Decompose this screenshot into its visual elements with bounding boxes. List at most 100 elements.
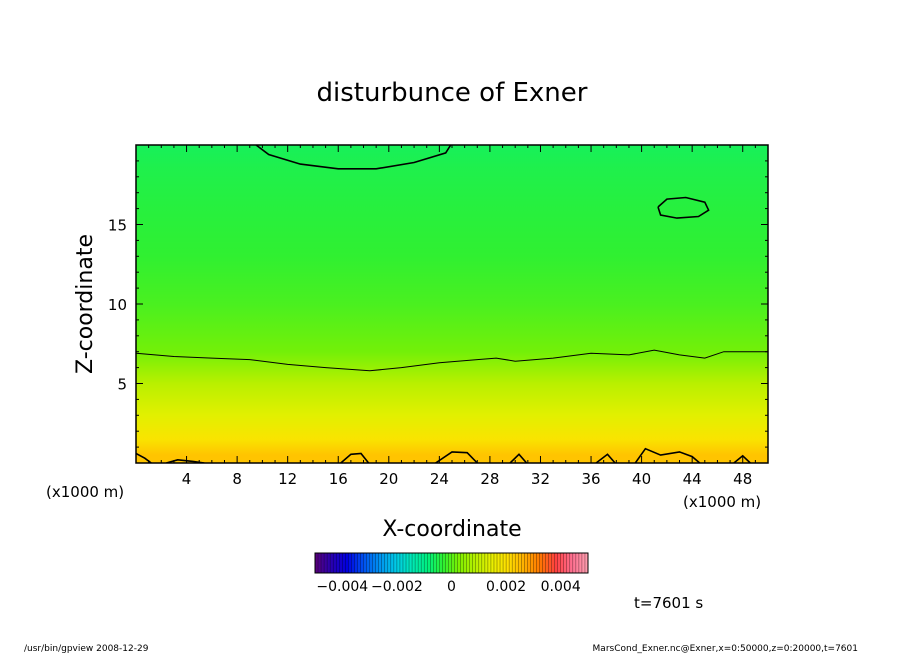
colorbar-frame xyxy=(314,552,589,574)
colorbar-cell xyxy=(421,553,425,573)
colorbar-cell xyxy=(430,553,434,573)
colorbar-cell xyxy=(378,553,383,573)
colorbar-cell xyxy=(572,553,577,573)
colorbar-cell xyxy=(530,553,534,573)
colorbar-cell xyxy=(321,553,325,573)
colorbar-cell xyxy=(460,553,464,573)
colorbar-cell xyxy=(560,553,565,573)
colorbar-cell xyxy=(351,553,355,573)
colorbar-cell xyxy=(575,553,580,573)
colorbar-cell xyxy=(442,553,446,573)
colorbar-cell xyxy=(369,553,373,573)
colorbar-cell xyxy=(469,553,474,573)
colorbar-cell xyxy=(424,553,428,573)
colorbar-cell xyxy=(554,553,558,573)
colorbar-tick-label: −0.002 xyxy=(371,579,423,595)
colorbar-cell xyxy=(493,553,498,573)
footer-left: /usr/bin/gpview 2008-12-29 xyxy=(24,644,149,654)
footer-right: MarsCond_Exner.nc@Exner,x=0:50000,z=0:20… xyxy=(593,644,858,654)
colorbar-cell xyxy=(381,553,386,573)
colorbar-cell xyxy=(475,553,480,573)
colorbar-cell xyxy=(503,553,507,573)
colorbar-cell xyxy=(463,553,467,573)
x-tick-label: 44 xyxy=(683,470,702,488)
colorbar-cell xyxy=(366,553,370,573)
colorbar-cell xyxy=(372,553,376,573)
contour-layer xyxy=(136,145,768,463)
contour-line xyxy=(509,453,528,463)
colorbar-cell xyxy=(545,553,549,573)
colorbar-cell xyxy=(481,553,486,573)
x-unit-label-left: (x1000 m) xyxy=(46,483,124,501)
colorbar-cell xyxy=(551,553,555,573)
colorbar-cell xyxy=(415,553,419,573)
colorbar-cell xyxy=(478,553,483,573)
colorbar: −0.004 −0.002 0 0.002 0.004 xyxy=(314,552,589,595)
colorbar-cell xyxy=(399,553,404,573)
heatmap-field xyxy=(136,145,768,463)
y-axis-label: Z-coordinate xyxy=(73,234,98,374)
colorbar-cell xyxy=(330,553,334,573)
colorbar-cell xyxy=(363,553,367,573)
colorbar-tick-label: 0.002 xyxy=(486,579,526,595)
contour-line xyxy=(136,349,768,372)
colorbar-cell xyxy=(348,553,352,573)
colorbar-cell xyxy=(524,553,528,573)
contour-line xyxy=(255,145,452,170)
colorbar-cell xyxy=(454,553,458,573)
colorbar-cell xyxy=(497,553,501,573)
colorbar-cell xyxy=(387,553,392,573)
colorbar-cell xyxy=(360,553,364,573)
x-tick-label: 20 xyxy=(379,470,398,488)
colorbar-cell xyxy=(375,553,379,573)
x-tick-label: 8 xyxy=(232,470,242,488)
x-tick-label: 4 xyxy=(182,470,192,488)
contour-line xyxy=(634,447,701,463)
colorbar-cell xyxy=(327,553,331,573)
colorbar-cell xyxy=(342,553,346,573)
colorbar-cell xyxy=(345,553,349,573)
x-tick-label: 48 xyxy=(733,470,752,488)
contour-line xyxy=(595,453,616,463)
colorbar-cell xyxy=(354,553,358,573)
colorbar-cell xyxy=(445,553,449,573)
colorbar-tick-label: 0.004 xyxy=(541,579,581,595)
colorbar-cell xyxy=(563,553,568,573)
colorbar-cell xyxy=(518,553,522,573)
x-tick-label: 12 xyxy=(278,470,297,488)
colorbar-cell xyxy=(509,553,513,573)
y-axis-ticks: 5 10 15 xyxy=(108,160,768,448)
y-tick-label: 10 xyxy=(108,296,127,314)
colorbar-cell xyxy=(548,553,552,573)
colorbar-cell xyxy=(539,553,543,573)
contour-line xyxy=(733,454,751,463)
colorbar-cell xyxy=(536,553,540,573)
colorbar-cell xyxy=(487,553,492,573)
colorbar-cell xyxy=(412,553,416,573)
colorbar-cell xyxy=(466,553,470,573)
x-tick-label: 28 xyxy=(480,470,499,488)
colorbar-cell xyxy=(542,553,546,573)
colorbar-cell xyxy=(318,553,322,573)
colorbar-cell xyxy=(500,553,504,573)
colorbar-cell xyxy=(584,553,589,573)
x-unit-label-right: (x1000 m) xyxy=(683,493,761,511)
x-tick-label: 16 xyxy=(329,470,348,488)
colorbar-cell xyxy=(515,553,519,573)
colorbar-cell xyxy=(396,553,401,573)
y-tick-label: 15 xyxy=(108,217,127,235)
chart-title: disturbunce of Exner xyxy=(317,78,588,108)
colorbar-cell xyxy=(533,553,537,573)
colorbar-cell xyxy=(393,553,398,573)
x-tick-label: 40 xyxy=(632,470,651,488)
x-tick-label: 32 xyxy=(531,470,550,488)
colorbar-cell xyxy=(324,553,328,573)
colorbar-cell xyxy=(581,553,586,573)
contour-line xyxy=(657,196,710,219)
y-tick-label: 5 xyxy=(117,376,127,394)
colorbar-cell xyxy=(336,553,340,573)
colorbar-cell xyxy=(451,553,455,573)
x-axis-ticks: 4 8 12 16 20 24 28 32 36 40 44 48 xyxy=(148,145,756,488)
contour-line xyxy=(340,452,370,463)
colorbar-tick-label: −0.004 xyxy=(316,579,368,595)
